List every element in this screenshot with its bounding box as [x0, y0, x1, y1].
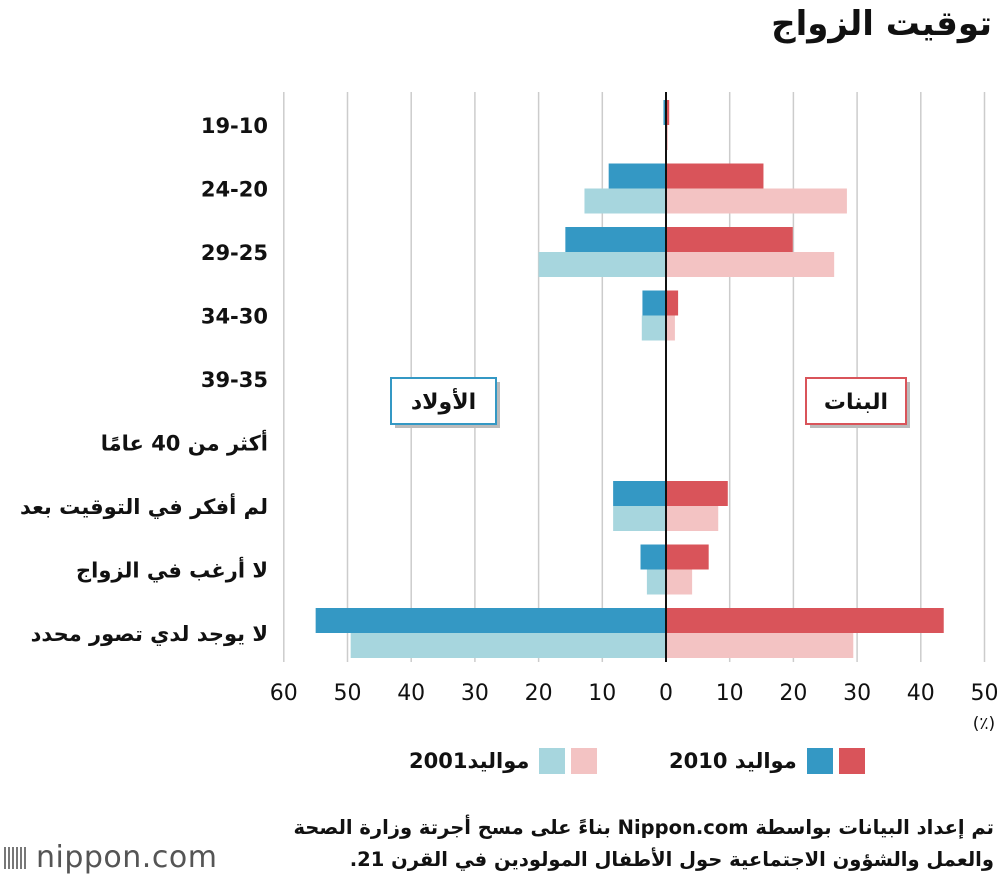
bar-boys-2010: [640, 544, 666, 570]
bar-girls-2001: [666, 633, 854, 658]
bar-girls-2010: [666, 227, 793, 252]
bar-boys-2001: [538, 252, 666, 277]
boys-box-label: الأولاد: [411, 387, 476, 415]
category-label: 19-10: [201, 114, 268, 138]
bar-girls-2001: [666, 315, 675, 341]
x-tick-label: 50: [334, 681, 362, 706]
category-label: لا أرغب في الزواج: [76, 556, 268, 584]
butterfly-bar-chart: 19-10 24-20 29-25 34-30 39-35 أكثر من 40 عامً…: [20, 92, 999, 734]
bar-girls-2010: [666, 163, 764, 189]
x-tick-label: 10: [588, 681, 616, 706]
bar-boys-2010: [315, 608, 666, 633]
bar-girls-2001: [666, 569, 693, 595]
x-tick-label: 10: [716, 681, 744, 706]
source-line-1: تم إعداد البيانات بواسطة Nippon.com بناء…: [293, 816, 994, 839]
category-label: 34-30: [201, 305, 268, 329]
x-tick-label: 40: [907, 681, 935, 706]
legend-swatch-girls-2010: [838, 748, 865, 774]
category-label: أكثر من 40 عامًا: [101, 429, 268, 456]
x-tick-label: 40: [397, 681, 425, 706]
bar-girls-2001: [666, 188, 847, 214]
chart-title: توقيت الزواج: [771, 4, 992, 44]
legend-label-2001: مواليد2001: [409, 749, 530, 773]
unit-label: (٪): [973, 714, 995, 734]
bar-boys-2010: [565, 227, 666, 252]
logo-text: nippon.com: [36, 840, 218, 875]
legend-item-2010: مواليد 2010: [655, 748, 865, 774]
bar-boys-2001: [646, 569, 666, 595]
category-label: لا يوجد لدي تصور محدد: [31, 622, 268, 647]
legend-item-2001: مواليد2001: [395, 748, 598, 774]
category-label: لم أفكر في التوقيت بعد: [20, 492, 268, 519]
bar-boys-2010: [663, 100, 666, 125]
bar-boys-2010: [642, 290, 666, 316]
x-tick-label: 20: [779, 681, 807, 706]
category-label: 24-20: [201, 178, 268, 202]
logo-bars-icon: [4, 846, 28, 869]
bar-girls-2010: [666, 481, 728, 506]
x-tick-label: 0: [659, 681, 673, 706]
girls-box-label: البنات: [824, 390, 888, 415]
source-line-2: والعمل والشؤون الاجتماعية حول الأطفال ال…: [349, 848, 994, 871]
category-label: 39-35: [201, 368, 268, 392]
legend-swatch-girls-2001: [571, 748, 598, 774]
bar-boys-2001: [584, 188, 666, 214]
legend-label-2010: مواليد 2010: [669, 749, 797, 773]
source-note: تم إعداد البيانات بواسطة Nippon.com بناء…: [293, 812, 994, 876]
bar-boys-2010: [608, 163, 666, 189]
category-label: 29-25: [201, 241, 268, 265]
girls-box: [805, 377, 907, 425]
bar-girls-2010: [666, 608, 944, 633]
x-tick-label: 50: [971, 681, 999, 706]
nippon-logo[interactable]: nippon.com: [4, 840, 217, 875]
boys-box: [390, 377, 497, 425]
x-tick-label: 60: [270, 681, 298, 706]
legend-swatch-boys-2001: [539, 748, 566, 774]
bar-girls-2001: [666, 506, 719, 531]
x-tick-label: 30: [461, 681, 489, 706]
bar-boys-2001: [641, 315, 666, 341]
x-tick-label: 20: [525, 681, 553, 706]
bar-girls-2001: [666, 252, 835, 277]
bar-girls-2010: [666, 544, 709, 570]
bar-boys-2001: [613, 506, 666, 531]
x-tick-label: 30: [843, 681, 871, 706]
bar-boys-2010: [613, 481, 666, 506]
bar-girls-2010: [666, 290, 679, 316]
bar-boys-2001: [350, 633, 666, 658]
legend-swatch-boys-2010: [806, 748, 833, 774]
bar-girls-2010: [666, 100, 670, 125]
